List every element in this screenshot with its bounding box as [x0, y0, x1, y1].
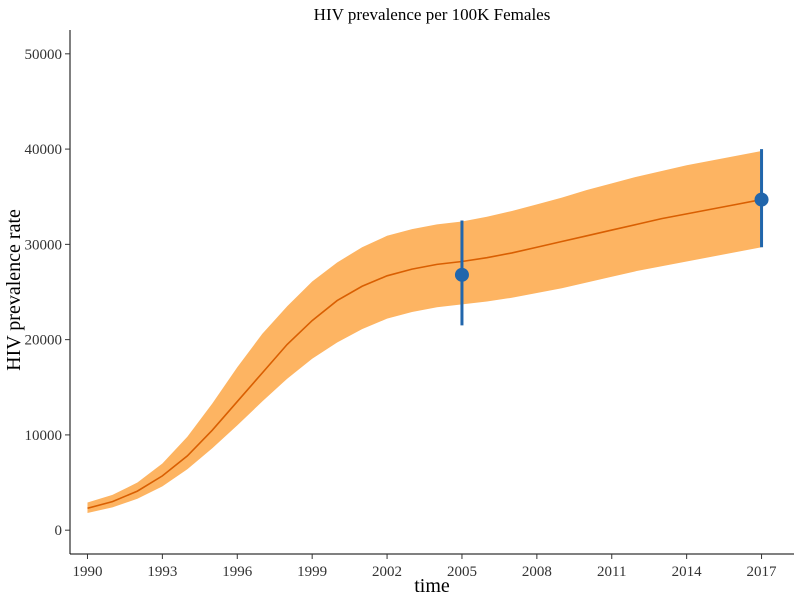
observed-point — [454, 267, 469, 282]
uncertainty-band — [87, 151, 762, 514]
y-tick-label: 50000 — [25, 47, 63, 63]
axes-layer — [69, 30, 794, 555]
x-tick-label: 2005 — [447, 564, 477, 580]
band-layer — [87, 151, 762, 514]
y-tick-label: 40000 — [25, 142, 63, 158]
x-tick-label: 1993 — [147, 564, 177, 580]
x-tick-label: 2014 — [672, 564, 703, 580]
points-layer — [454, 149, 769, 326]
x-tick-label: 2008 — [522, 564, 552, 580]
x-tick-layer: 1990 1993 1996 1999 2002 2005 2008 2011 2014 2017 — [72, 554, 777, 580]
y-tick-label: 20000 — [25, 333, 63, 349]
x-tick-label: 1999 — [297, 564, 327, 580]
estimate-line — [87, 198, 762, 510]
y-tick-layer: 0 10000 20000 30000 40000 50000 — [25, 47, 70, 539]
y-tick-label: 0 — [55, 523, 63, 539]
y-tick-label: 10000 — [25, 428, 63, 444]
line-layer — [87, 198, 762, 510]
x-tick-label: 1996 — [222, 564, 253, 580]
x-tick-label: 2017 — [747, 564, 778, 580]
x-axis-title: time — [414, 575, 450, 597]
chart-title: HIV prevalence per 100K Females — [314, 5, 551, 24]
x-tick-label: 2011 — [597, 564, 626, 580]
y-axis-title: HIV prevalence rate — [3, 209, 25, 371]
x-tick-label: 1990 — [72, 564, 102, 580]
x-tick-label: 2002 — [372, 564, 402, 580]
y-tick-label: 30000 — [25, 237, 63, 253]
observed-point — [754, 192, 769, 207]
